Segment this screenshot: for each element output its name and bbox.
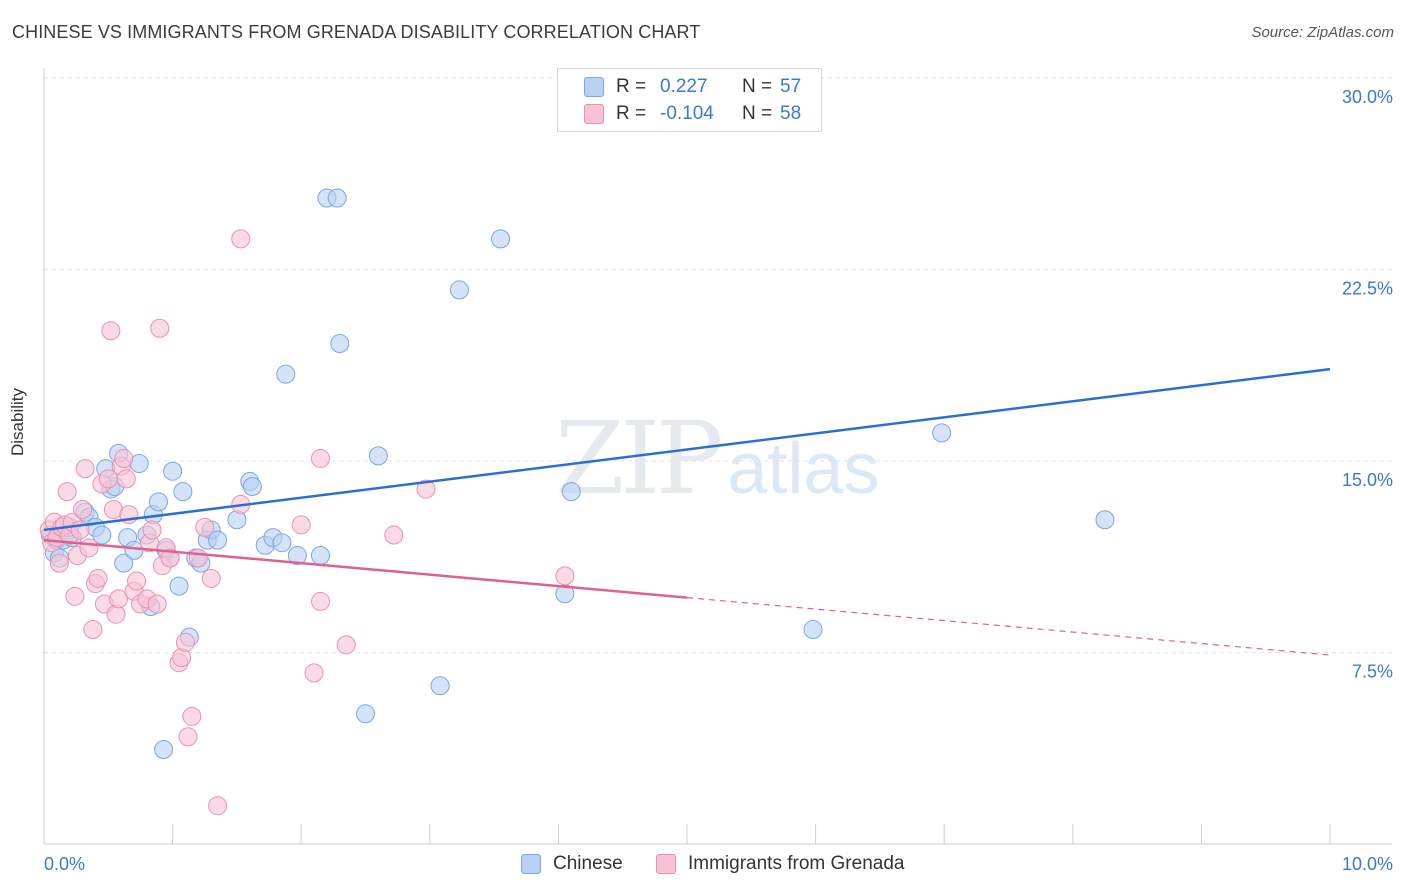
bottom-legend-swatch-blue bbox=[521, 854, 541, 874]
trend-line-grenada bbox=[43, 538, 688, 599]
data-point-grenada bbox=[208, 796, 228, 816]
trend-line-chinese bbox=[43, 367, 1331, 532]
data-point-grenada bbox=[150, 318, 170, 338]
data-point-chinese bbox=[173, 482, 193, 502]
data-point-chinese bbox=[124, 540, 144, 560]
data-point-grenada bbox=[310, 448, 330, 468]
data-point-grenada bbox=[79, 538, 99, 558]
data-point-grenada bbox=[201, 568, 221, 588]
data-point-chinese bbox=[430, 676, 450, 696]
bottom-legend-label: Immigrants from Grenada bbox=[688, 853, 905, 874]
x-tick-label: 0.0% bbox=[44, 854, 85, 874]
data-point-grenada bbox=[555, 566, 575, 586]
bottom-legend-swatch-pink bbox=[656, 854, 676, 874]
bottom-legend-chinese: Chinese bbox=[521, 852, 623, 876]
data-point-chinese bbox=[327, 188, 347, 208]
legend-r-label: R = bbox=[616, 76, 647, 97]
data-point-chinese bbox=[114, 553, 134, 573]
data-point-grenada bbox=[49, 553, 69, 573]
source-label: Source: ZipAtlas.com bbox=[1251, 24, 1394, 41]
data-point-grenada bbox=[384, 525, 404, 545]
data-point-chinese bbox=[932, 423, 952, 443]
y-tick-label: 30.0% bbox=[1342, 87, 1393, 107]
legend-n-label: N = bbox=[742, 76, 773, 97]
data-point-chinese bbox=[368, 446, 388, 466]
y-axis-label: Disability bbox=[8, 387, 27, 456]
data-point-chinese bbox=[803, 620, 823, 640]
data-point-grenada bbox=[116, 469, 136, 489]
data-point-chinese bbox=[148, 492, 168, 512]
data-point-chinese bbox=[287, 545, 307, 565]
data-point-grenada bbox=[65, 586, 85, 606]
data-point-grenada bbox=[147, 594, 167, 614]
x-tick-label: 10.0% bbox=[1342, 854, 1393, 874]
data-point-grenada bbox=[127, 571, 147, 591]
data-point-grenada bbox=[416, 479, 436, 499]
data-point-chinese bbox=[449, 280, 469, 300]
data-point-grenada bbox=[75, 459, 95, 479]
data-point-grenada bbox=[57, 482, 77, 502]
bottom-legend-grenada: Immigrants from Grenada bbox=[656, 852, 904, 876]
data-point-grenada bbox=[114, 448, 134, 468]
legend-r-label: R = bbox=[616, 103, 647, 124]
data-point-grenada bbox=[83, 620, 103, 640]
data-point-chinese bbox=[208, 530, 228, 550]
data-point-grenada bbox=[142, 520, 162, 540]
correlation-legend: R = 0.227 N = 57 R = -0.104 N = 58 bbox=[557, 68, 822, 132]
data-point-grenada bbox=[304, 663, 324, 683]
data-point-grenada bbox=[160, 548, 180, 568]
data-point-chinese bbox=[561, 482, 581, 502]
data-point-chinese bbox=[242, 477, 262, 497]
data-point-grenada bbox=[88, 568, 108, 588]
y-tick-label: 22.5% bbox=[1342, 279, 1393, 299]
data-point-grenada bbox=[231, 229, 251, 249]
data-point-grenada bbox=[310, 591, 330, 611]
y-tick-label: 7.5% bbox=[1352, 662, 1393, 682]
trend-line-dashed-grenada bbox=[686, 597, 1331, 656]
data-point-chinese bbox=[92, 525, 112, 545]
data-point-chinese bbox=[310, 545, 330, 565]
data-point-grenada bbox=[195, 517, 215, 537]
data-point-chinese bbox=[491, 229, 511, 249]
data-point-chinese bbox=[276, 364, 296, 384]
legend-n-value: 57 bbox=[780, 76, 802, 97]
data-point-grenada bbox=[109, 589, 129, 609]
chart-title: CHINESE VS IMMIGRANTS FROM GRENADA DISAB… bbox=[12, 22, 701, 42]
y-tick-label: 15.0% bbox=[1342, 470, 1393, 490]
data-point-grenada bbox=[101, 321, 121, 341]
data-point-chinese bbox=[272, 533, 292, 553]
data-point-grenada bbox=[336, 635, 356, 655]
legend-swatch-pink bbox=[584, 104, 604, 124]
legend-r-value: -0.104 bbox=[660, 103, 714, 124]
data-point-grenada bbox=[178, 727, 198, 747]
legend-row-grenada: R = -0.104 N = 58 bbox=[584, 102, 801, 126]
data-point-grenada bbox=[175, 632, 195, 652]
data-point-chinese bbox=[169, 576, 189, 596]
legend-swatch-blue bbox=[584, 77, 604, 97]
data-point-grenada bbox=[73, 500, 93, 520]
legend-r-value: 0.227 bbox=[660, 76, 708, 97]
data-point-chinese bbox=[163, 461, 183, 481]
legend-n-value: 58 bbox=[780, 103, 802, 124]
data-point-chinese bbox=[330, 334, 350, 354]
data-point-grenada bbox=[182, 706, 202, 726]
data-point-chinese bbox=[356, 704, 375, 724]
data-point-grenada bbox=[188, 548, 208, 568]
data-point-chinese bbox=[154, 740, 174, 760]
legend-n-label: N = bbox=[742, 103, 773, 124]
legend-row-chinese: R = 0.227 N = 57 bbox=[584, 75, 801, 99]
data-point-grenada bbox=[291, 515, 311, 535]
data-point-chinese bbox=[1095, 510, 1115, 530]
bottom-legend-label: Chinese bbox=[553, 853, 623, 874]
